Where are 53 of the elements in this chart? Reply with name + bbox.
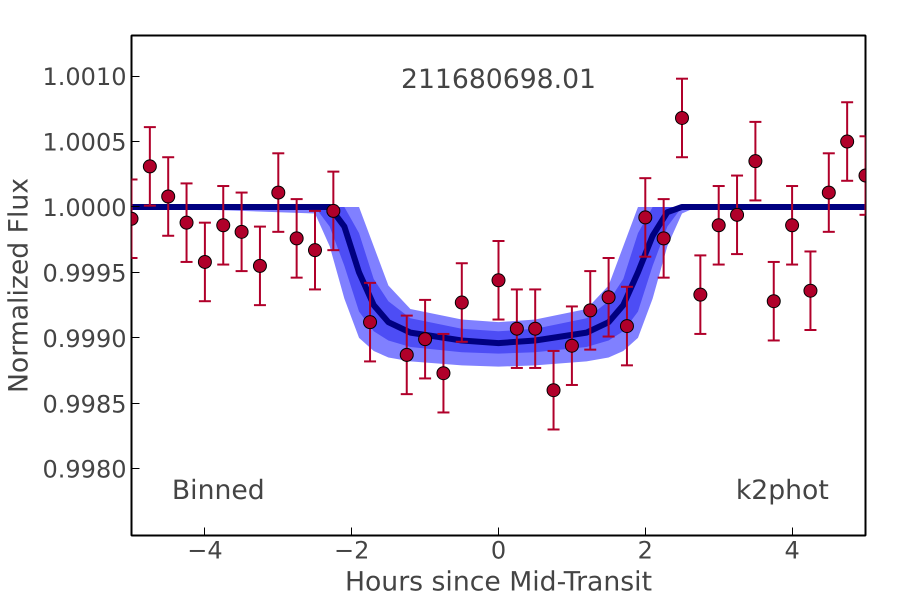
point xyxy=(161,190,176,204)
point xyxy=(528,322,542,336)
point xyxy=(785,218,800,232)
annotation: 211680698.01 xyxy=(400,64,596,95)
x-axis-title: Hours since Mid-Transit xyxy=(344,566,652,598)
point xyxy=(198,254,212,269)
x-tick-label: 0 xyxy=(490,536,506,564)
point xyxy=(510,322,524,336)
point xyxy=(454,296,469,310)
point xyxy=(583,303,598,318)
point xyxy=(326,204,340,218)
annotation: Binned xyxy=(172,475,265,506)
y-tick-label: 0.9985 xyxy=(42,390,127,418)
point xyxy=(180,216,194,230)
x-tick-label: 2 xyxy=(638,536,653,564)
point xyxy=(840,134,854,149)
point xyxy=(803,284,818,298)
point xyxy=(436,366,450,380)
point xyxy=(216,218,230,232)
point xyxy=(748,154,762,168)
y-axis-title: Normalized Flux xyxy=(4,178,35,394)
point xyxy=(400,348,414,362)
point xyxy=(363,315,378,330)
point xyxy=(234,224,249,239)
y-tick-label: 0.9990 xyxy=(42,324,127,353)
point xyxy=(271,186,286,200)
point xyxy=(142,159,157,174)
point xyxy=(492,273,506,288)
point xyxy=(656,231,671,246)
x-tick-label: −2 xyxy=(334,536,370,564)
y-tick-label: 0.9980 xyxy=(42,456,127,484)
y-tick-label: 1.0010 xyxy=(42,63,127,92)
point xyxy=(564,338,579,353)
point xyxy=(730,208,744,222)
point xyxy=(602,290,616,304)
y-tick-label: 1.0005 xyxy=(42,128,127,157)
point xyxy=(418,332,432,346)
point xyxy=(766,294,781,308)
point xyxy=(620,319,634,334)
y-tick-label: 0.9995 xyxy=(42,259,127,288)
point xyxy=(675,110,689,125)
x-tick-label: 4 xyxy=(784,536,800,564)
point xyxy=(822,186,836,200)
point xyxy=(290,231,304,246)
point xyxy=(638,210,652,224)
point xyxy=(252,258,267,273)
point xyxy=(546,383,561,398)
annotation: k2phot xyxy=(736,475,829,506)
y-tick-label: 1.0000 xyxy=(42,194,127,222)
point xyxy=(308,243,322,258)
point xyxy=(712,218,726,232)
x-tick-label: −4 xyxy=(187,536,223,564)
point xyxy=(693,288,708,302)
